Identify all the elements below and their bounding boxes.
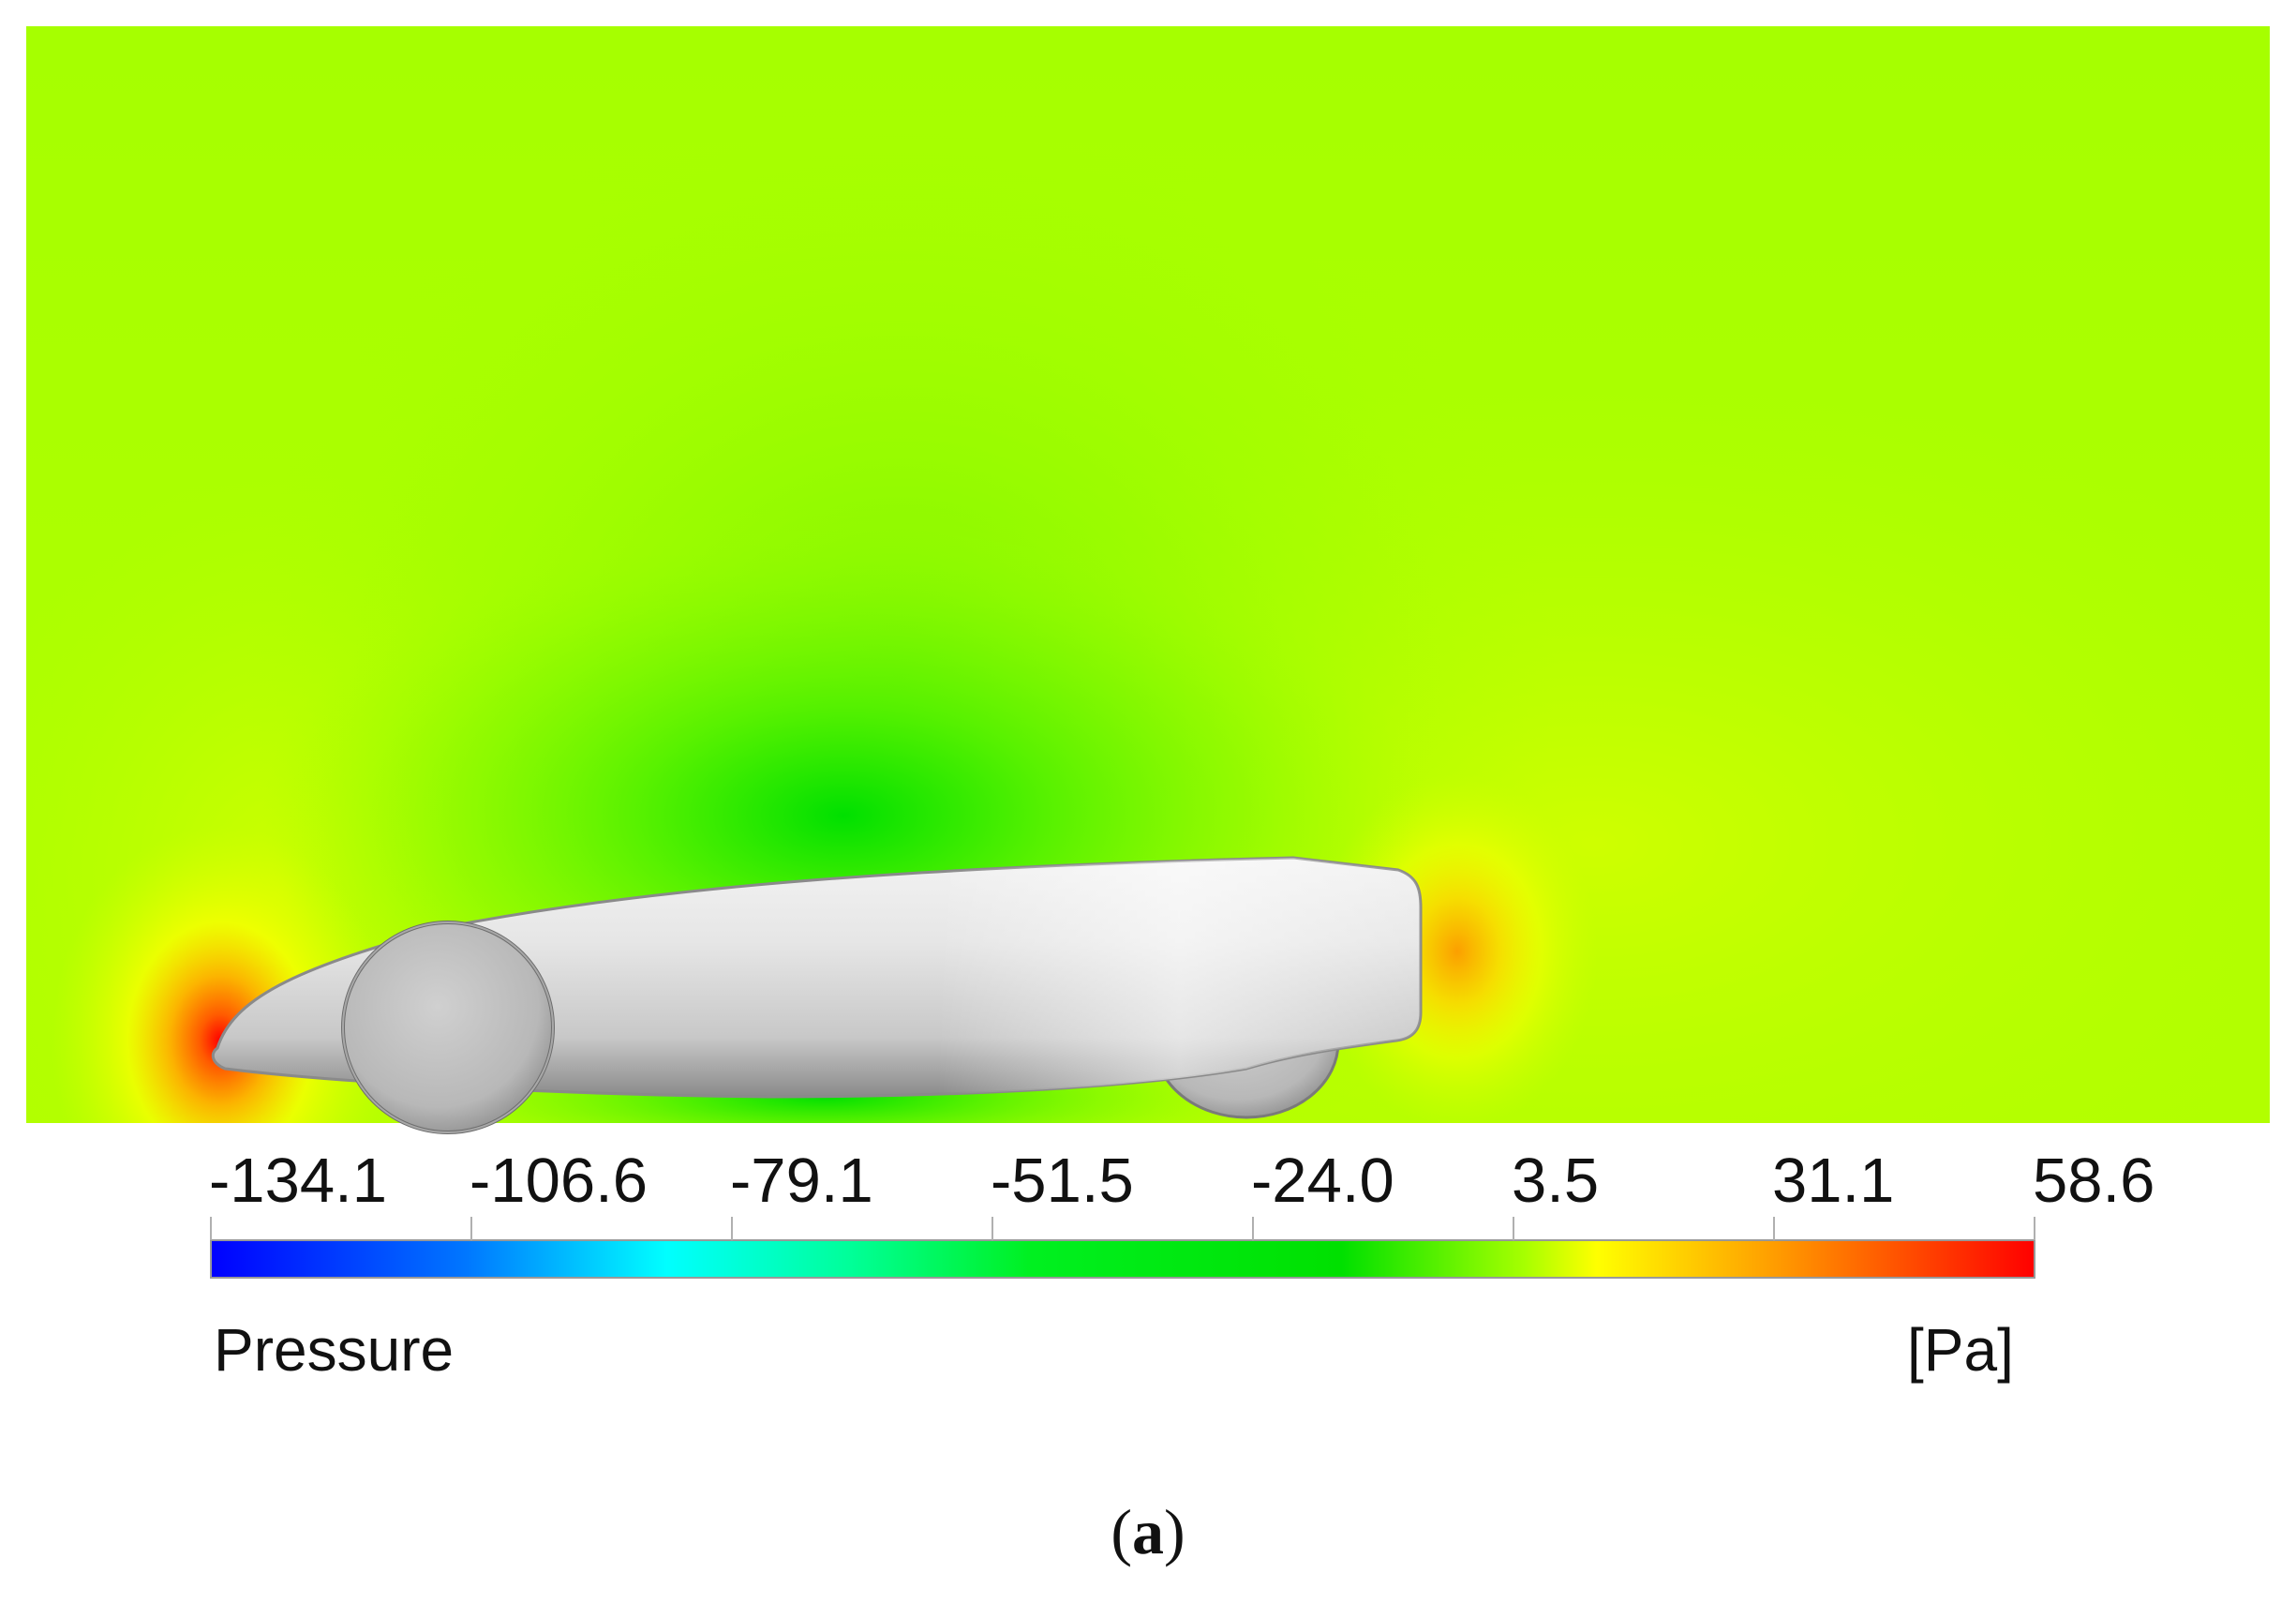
colorbar-tick-label: -51.5 — [991, 1146, 1134, 1216]
figure-caption: (a) — [0, 1500, 2296, 1564]
colorbar-tick-label: -79.1 — [730, 1146, 873, 1216]
colorbar-tick-marks — [210, 1217, 2035, 1240]
front-wheel — [341, 921, 555, 1134]
legend-unit: [Pa] — [1907, 1316, 2014, 1384]
colorbar-tick-label: -134.1 — [209, 1146, 387, 1216]
colorbar-tick-label: 31.1 — [1772, 1146, 1895, 1216]
caption-open-paren: ( — [1111, 1496, 1132, 1567]
colorbar-gradient — [210, 1239, 2035, 1279]
pressure-field — [26, 26, 2270, 1123]
colorbar-tick-label: -106.6 — [470, 1146, 648, 1216]
caption-close-paren: ) — [1164, 1496, 1185, 1567]
legend-title: Pressure — [214, 1316, 455, 1384]
caption-letter: a — [1132, 1496, 1164, 1567]
vehicle — [211, 856, 1423, 1134]
colorbar-tick-label: 58.6 — [2033, 1146, 2155, 1216]
colorbar — [210, 1217, 2035, 1279]
colorbar-tick-label: -24.0 — [1251, 1146, 1394, 1216]
colorbar-tick-label: 3.5 — [1512, 1146, 1600, 1216]
